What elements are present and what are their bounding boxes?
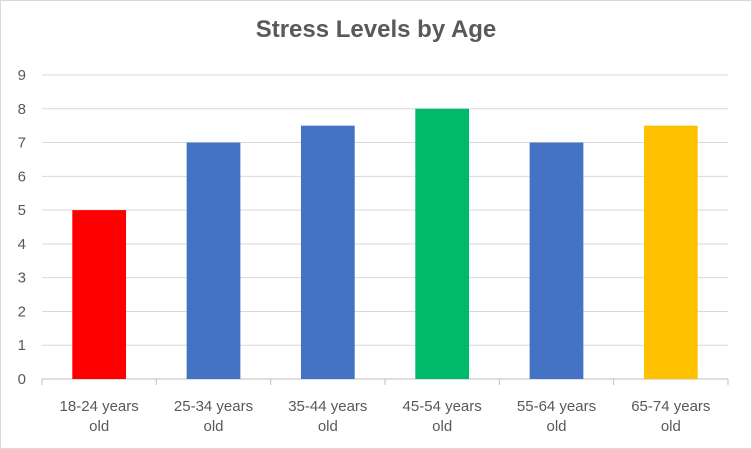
x-tick-label: 55-64 years	[517, 398, 596, 415]
bar	[300, 125, 355, 380]
y-tick-label: 6	[18, 168, 26, 185]
y-tick-label: 3	[18, 270, 26, 287]
bar	[186, 142, 241, 379]
y-tick-label: 2	[18, 303, 26, 320]
bar	[415, 108, 470, 380]
bar	[72, 210, 127, 379]
x-tick-label: 18-24 years	[60, 398, 139, 415]
x-tick-label: old	[89, 418, 109, 435]
y-tick-label: 5	[18, 202, 26, 219]
y-tick-label: 8	[18, 101, 26, 118]
y-tick-label: 7	[18, 135, 26, 152]
y-tick-label: 4	[18, 236, 26, 253]
y-tick-label: 9	[18, 67, 26, 84]
x-tick-label: 35-44 years	[288, 398, 367, 415]
x-tick-label: old	[203, 418, 223, 435]
bar	[643, 125, 698, 380]
x-tick-label: old	[661, 418, 681, 435]
y-tick-label: 1	[18, 337, 26, 354]
chart-title: Stress Levels by Age	[255, 16, 497, 43]
x-tick-label: old	[318, 418, 338, 435]
x-tick-label: 65-74 years	[631, 398, 710, 415]
x-tick-label: old	[546, 418, 566, 435]
x-tick-label: 45-54 years	[403, 398, 482, 415]
x-tick-label: old	[432, 418, 452, 435]
bar	[529, 142, 584, 379]
x-tick-label: 25-34 years	[174, 398, 253, 415]
y-tick-label: 0	[18, 371, 26, 388]
